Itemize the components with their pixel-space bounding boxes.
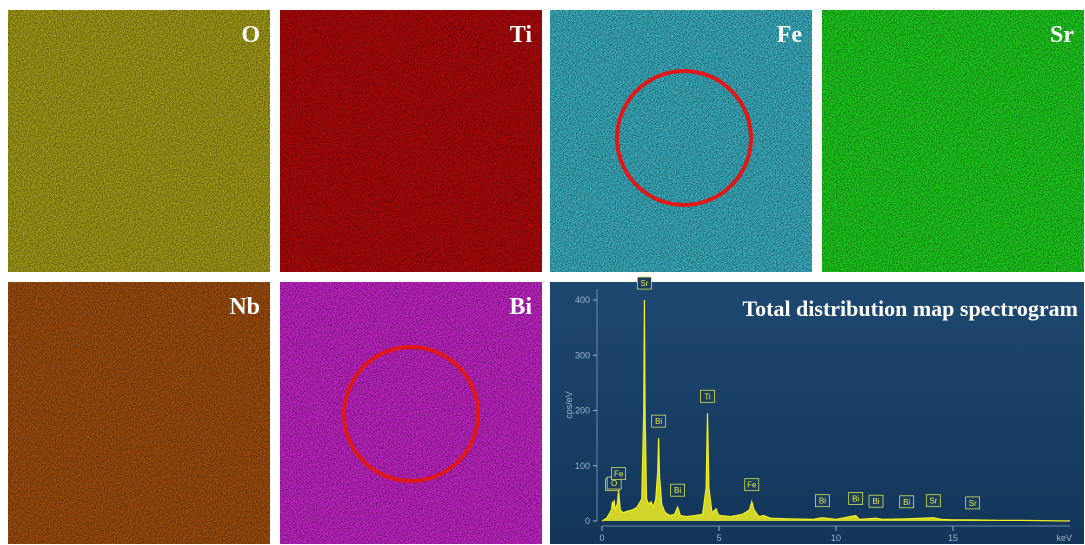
- peak-label: Sr: [969, 499, 977, 508]
- spectrum-line: [601, 299, 1071, 522]
- element-maps: O Ti Fe Sr Nb Bi: [8, 10, 1084, 544]
- map-noise: [822, 10, 1084, 272]
- peak-label: Ti: [704, 392, 711, 401]
- y-tick-label: 200: [575, 406, 590, 416]
- map-noise: [8, 282, 270, 544]
- y-tick-label: 0: [585, 516, 590, 526]
- highlight-circle: [342, 345, 480, 483]
- peak-label: Bi: [819, 497, 826, 506]
- highlight-circle: [615, 69, 753, 207]
- element-label: Ti: [510, 22, 533, 48]
- peak-label-box: [636, 276, 652, 290]
- y-axis-label: cps/eV: [564, 391, 574, 419]
- element-label: O: [241, 22, 260, 48]
- x-tick-label: 0: [599, 533, 604, 543]
- map-noise: [280, 282, 542, 544]
- x-axis-label: keV: [1056, 533, 1072, 543]
- peak-label-box: [700, 389, 715, 403]
- peak-label: Sr: [640, 279, 648, 288]
- y-tick-label: 400: [575, 295, 590, 305]
- chart-title: Total distribution map spectrogram: [742, 296, 1078, 321]
- peak-label-box: [670, 483, 685, 497]
- peak-label: Sr: [929, 497, 937, 506]
- peak-label: Bi: [852, 494, 859, 503]
- peak-label-box: [899, 495, 915, 509]
- x-tick-label: 15: [948, 533, 958, 543]
- peak-label-box: [651, 414, 667, 428]
- element-label: Sr: [1050, 22, 1074, 48]
- element-label: Bi: [509, 294, 532, 320]
- peak-label-box: [925, 494, 941, 508]
- x-tick-label: 10: [831, 533, 841, 543]
- map-noise: [280, 10, 542, 272]
- peak-label: O: [611, 479, 617, 488]
- peak-label-box: [965, 496, 981, 510]
- peak-label: Fe: [614, 470, 624, 479]
- peak-label-box: [868, 494, 884, 508]
- peak-label: Bi: [903, 498, 910, 507]
- peak-label-box: [815, 494, 830, 508]
- element-label: Nb: [229, 294, 260, 320]
- peak-label-box: [848, 492, 864, 505]
- spectrum: 0100200300400051015keVcps/eVTiOFeSrBiBiT…: [564, 276, 1078, 543]
- y-tick-label: 100: [575, 461, 590, 471]
- map-noise: [550, 10, 812, 272]
- y-tick-label: 300: [575, 350, 590, 360]
- peak-label-box: [744, 478, 760, 492]
- x-tick-label: 5: [716, 533, 721, 543]
- peak-label: Bi: [674, 486, 681, 495]
- peak-label: Fe: [747, 481, 757, 490]
- peak-label: Bi: [655, 417, 662, 426]
- element-label: Fe: [777, 22, 803, 48]
- peak-label: Bi: [872, 497, 879, 506]
- map-noise: [8, 10, 270, 272]
- peak-label-box: [611, 467, 627, 481]
